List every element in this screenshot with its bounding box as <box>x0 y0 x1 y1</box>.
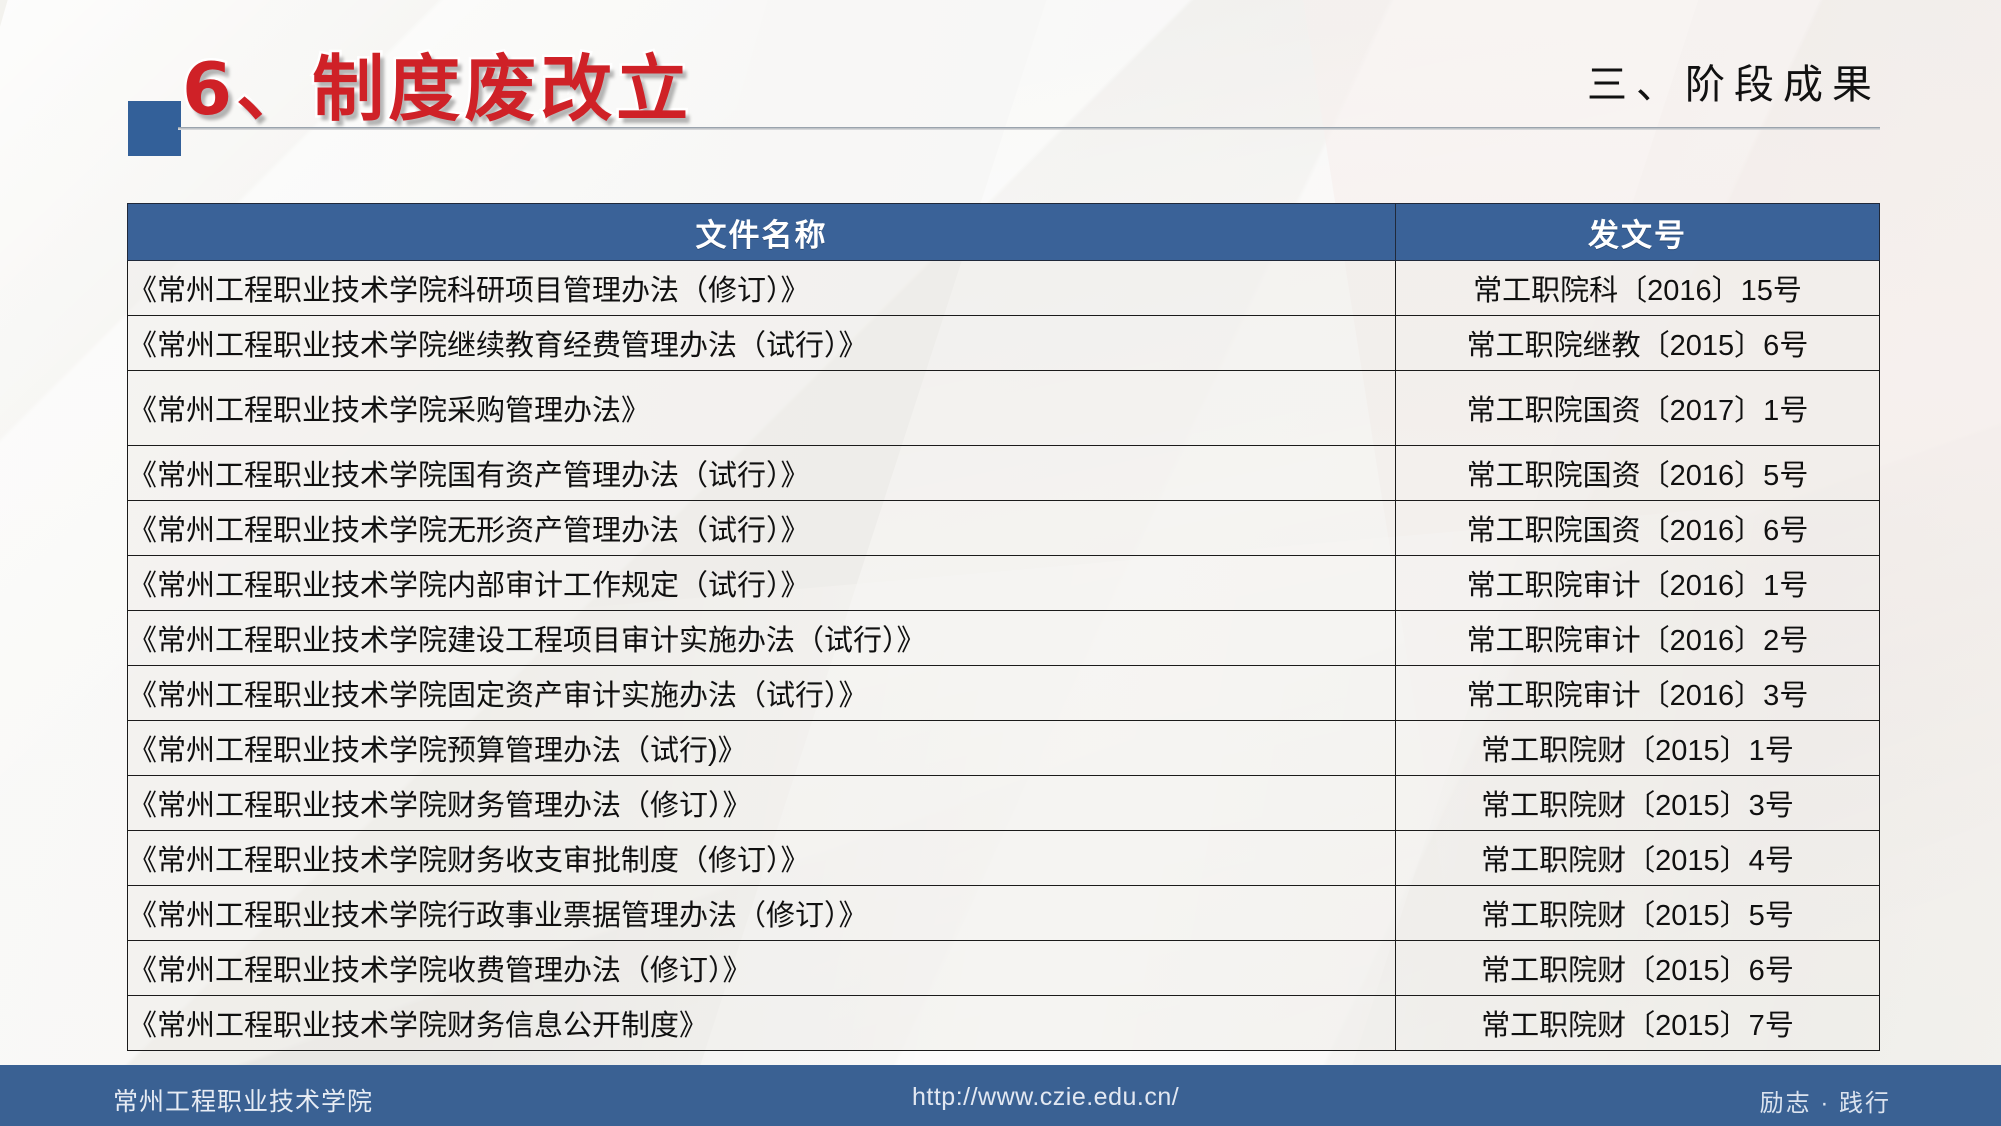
cell-file-name: 《常州工程职业技术学院内部审计工作规定（试行）》 <box>127 555 1396 611</box>
cell-file-name: 《常州工程职业技术学院财务信息公开制度》 <box>127 995 1396 1051</box>
document-table-wrapper: 文件名称 发文号 《常州工程职业技术学院科研项目管理办法（修订）》 常工职院科〔2… <box>127 203 1880 1051</box>
title-accent-square <box>128 101 181 156</box>
cell-file-name: 《常州工程职业技术学院科研项目管理办法（修订）》 <box>127 260 1396 316</box>
table-row: 《常州工程职业技术学院行政事业票据管理办法（修订）》 常工职院财〔2015〕5号 <box>127 885 1880 941</box>
cell-file-name: 《常州工程职业技术学院建设工程项目审计实施办法（试行）》 <box>127 610 1396 666</box>
table-row: 《常州工程职业技术学院继续教育经费管理办法（试行）》 常工职院继教〔2015〕6号 <box>127 315 1880 371</box>
table-row: 《常州工程职业技术学院科研项目管理办法（修订）》 常工职院科〔2016〕15号 <box>127 260 1880 316</box>
cell-file-name: 《常州工程职业技术学院收费管理办法（修订）》 <box>127 940 1396 996</box>
document-table: 文件名称 发文号 《常州工程职业技术学院科研项目管理办法（修订）》 常工职院科〔2… <box>127 203 1880 1051</box>
cell-doc-number: 常工职院国资〔2016〕6号 <box>1395 500 1880 556</box>
footer-institution: 常州工程职业技术学院 <box>113 1088 374 1116</box>
cell-file-name: 《常州工程职业技术学院继续教育经费管理办法（试行）》 <box>127 315 1396 371</box>
cell-doc-number: 常工职院财〔2015〕6号 <box>1395 940 1880 996</box>
slide-footer: 常州工程职业技术学院 http://www.czie.edu.cn/ 励志 · … <box>0 1065 2001 1126</box>
table-row: 《常州工程职业技术学院内部审计工作规定（试行）》 常工职院审计〔2016〕1号 <box>127 555 1880 611</box>
cell-file-name: 《常州工程职业技术学院财务收支审批制度（修订）》 <box>127 830 1396 886</box>
table-header-row: 文件名称 发文号 <box>127 203 1880 261</box>
column-header-doc-number: 发文号 <box>1395 203 1880 261</box>
cell-doc-number: 常工职院国资〔2016〕5号 <box>1395 445 1880 501</box>
cell-file-name: 《常州工程职业技术学院预算管理办法（试行)》 <box>127 720 1396 776</box>
table-row: 《常州工程职业技术学院无形资产管理办法（试行）》 常工职院国资〔2016〕6号 <box>127 500 1880 556</box>
title-underline-rule <box>178 127 1880 130</box>
cell-file-name: 《常州工程职业技术学院财务管理办法（修订）》 <box>127 775 1396 831</box>
table-row: 《常州工程职业技术学院预算管理办法（试行)》 常工职院财〔2015〕1号 <box>127 720 1880 776</box>
table-row: 《常州工程职业技术学院收费管理办法（修订）》 常工职院财〔2015〕6号 <box>127 940 1880 996</box>
cell-doc-number: 常工职院审计〔2016〕3号 <box>1395 665 1880 721</box>
table-row: 《常州工程职业技术学院国有资产管理办法（试行）》 常工职院国资〔2016〕5号 <box>127 445 1880 501</box>
cell-doc-number: 常工职院财〔2015〕5号 <box>1395 885 1880 941</box>
cell-doc-number: 常工职院财〔2015〕7号 <box>1395 995 1880 1051</box>
footer-motto: 励志 · 践行 <box>1759 1090 1891 1117</box>
cell-file-name: 《常州工程职业技术学院采购管理办法》 <box>127 370 1396 446</box>
cell-doc-number: 常工职院财〔2015〕4号 <box>1395 830 1880 886</box>
table-body: 《常州工程职业技术学院科研项目管理办法（修订）》 常工职院科〔2016〕15号 《常… <box>127 260 1880 1051</box>
cell-doc-number: 常工职院财〔2015〕3号 <box>1395 775 1880 831</box>
cell-file-name: 《常州工程职业技术学院无形资产管理办法（试行）》 <box>127 500 1396 556</box>
cell-doc-number: 常工职院审计〔2016〕1号 <box>1395 555 1880 611</box>
table-row: 《常州工程职业技术学院财务管理办法（修订）》 常工职院财〔2015〕3号 <box>127 775 1880 831</box>
cell-file-name: 《常州工程职业技术学院国有资产管理办法（试行）》 <box>127 445 1396 501</box>
cell-doc-number: 常工职院继教〔2015〕6号 <box>1395 315 1880 371</box>
cell-file-name: 《常州工程职业技术学院固定资产审计实施办法（试行）》 <box>127 665 1396 721</box>
cell-doc-number: 常工职院国资〔2017〕1号 <box>1395 370 1880 446</box>
cell-doc-number: 常工职院财〔2015〕1号 <box>1395 720 1880 776</box>
page-title: 6、制度废改立 <box>179 45 693 134</box>
column-header-file-name: 文件名称 <box>127 203 1396 261</box>
table-row: 《常州工程职业技术学院固定资产审计实施办法（试行）》 常工职院审计〔2016〕3号 <box>127 665 1880 721</box>
cell-doc-number: 常工职院审计〔2016〕2号 <box>1395 610 1880 666</box>
table-row: 《常州工程职业技术学院建设工程项目审计实施办法（试行）》 常工职院审计〔2016〕… <box>127 610 1880 666</box>
cell-doc-number: 常工职院科〔2016〕15号 <box>1395 260 1880 316</box>
table-row: 《常州工程职业技术学院财务信息公开制度》 常工职院财〔2015〕7号 <box>127 995 1880 1051</box>
table-row: 《常州工程职业技术学院采购管理办法》 常工职院国资〔2017〕1号 <box>127 370 1880 446</box>
cell-file-name: 《常州工程职业技术学院行政事业票据管理办法（修订）》 <box>127 885 1396 941</box>
footer-website-url[interactable]: http://www.czie.edu.cn/ <box>912 1083 1180 1111</box>
section-label: 三、阶段成果 <box>1587 62 1881 107</box>
table-row: 《常州工程职业技术学院财务收支审批制度（修订）》 常工职院财〔2015〕4号 <box>127 830 1880 886</box>
